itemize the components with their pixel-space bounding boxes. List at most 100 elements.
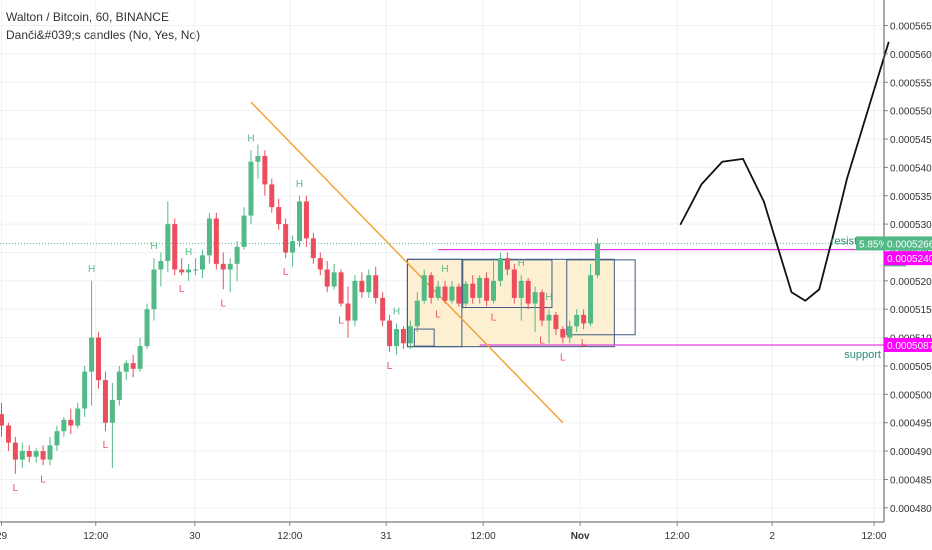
candle-body xyxy=(61,419,67,432)
current-price-tag-bg xyxy=(884,236,932,251)
pivot-low-label: L xyxy=(283,267,289,278)
time-axis-label: Nov xyxy=(571,531,590,542)
candle-body xyxy=(532,292,538,304)
candle-body xyxy=(560,329,566,338)
time-axis-label: 12:00 xyxy=(665,531,690,542)
candle-body xyxy=(435,286,441,298)
candle-body xyxy=(497,258,503,281)
candle-body xyxy=(345,303,351,321)
candle-body xyxy=(116,371,122,401)
candle-body xyxy=(581,314,587,324)
candle-body xyxy=(12,442,18,460)
pivot-low-label: L xyxy=(179,284,185,295)
candle-body xyxy=(96,337,102,381)
candle-body xyxy=(276,207,282,225)
resistance-price-tag-bg xyxy=(884,251,932,266)
candle-body xyxy=(574,314,580,327)
pivot-low-label: L xyxy=(491,313,497,324)
candle-body xyxy=(130,363,136,369)
pivot-high-label: H xyxy=(247,133,254,144)
candle-body xyxy=(172,224,178,270)
current-price-tag: 0.0005266 xyxy=(887,239,932,250)
candle-body xyxy=(158,261,164,270)
candle-body xyxy=(75,408,81,426)
candle-body xyxy=(428,275,434,298)
candle-body xyxy=(338,272,344,304)
candle-body xyxy=(400,329,406,344)
pivot-low-label: L xyxy=(539,335,545,346)
pivot-low-label: L xyxy=(387,361,393,372)
candle-body xyxy=(199,255,205,270)
candle-body xyxy=(470,283,476,298)
pivot-low-label: L xyxy=(338,315,344,326)
pivot-low-label: L xyxy=(40,474,46,485)
candle-body xyxy=(359,280,365,293)
pivot-high-label: H xyxy=(441,264,448,275)
pivot-high-label: H xyxy=(185,247,192,258)
candle-body xyxy=(518,280,524,298)
pivot-low-label: L xyxy=(13,483,19,494)
candle-body xyxy=(89,337,95,372)
range-box xyxy=(406,258,463,348)
candle-body xyxy=(213,218,219,264)
forecast-drawing xyxy=(679,41,890,302)
candle-body xyxy=(193,269,199,271)
candle-body xyxy=(414,300,420,327)
chart-legend: Walton / Bitcoin, 60, BINANCE Danči&#039… xyxy=(6,8,200,44)
candle-body xyxy=(504,258,510,270)
candle-body xyxy=(290,241,296,253)
pivot-high-label: H xyxy=(88,264,95,275)
range-box xyxy=(406,258,615,348)
candle-body xyxy=(0,414,4,426)
trendline xyxy=(250,101,564,424)
candle-body xyxy=(296,201,302,242)
candle-body xyxy=(449,286,455,301)
candle-body xyxy=(151,269,157,310)
candle-body xyxy=(26,451,32,457)
pivot-low-label: L xyxy=(560,352,566,363)
candle-body xyxy=(54,431,60,446)
time-axis-label: 12:00 xyxy=(83,531,108,542)
support-price-tag: 0.0005087 xyxy=(887,341,932,352)
time-axis-label: 12:00 xyxy=(277,531,302,542)
candle-body xyxy=(241,215,247,247)
candle-body xyxy=(310,238,316,259)
candle-body xyxy=(165,224,171,261)
candle-body xyxy=(109,400,115,423)
candle-body xyxy=(463,283,469,304)
candle-body xyxy=(484,278,490,301)
candle-body xyxy=(234,246,240,264)
candle-body xyxy=(144,309,150,347)
candle-body xyxy=(477,278,483,298)
candle-body xyxy=(352,280,358,321)
resistance-price-tag: 0.0005240 xyxy=(887,254,932,265)
pivot-high-label: H xyxy=(518,258,525,269)
candle-body xyxy=(546,314,552,321)
candle-body xyxy=(324,269,330,287)
pivot-high-label: H xyxy=(545,292,552,303)
time-axis-label: 31 xyxy=(381,531,393,542)
change-tag-bg xyxy=(856,236,884,251)
candle-body xyxy=(262,156,268,185)
candle-body xyxy=(248,161,254,216)
candle-body xyxy=(594,243,600,276)
price-axis-label: 0.0005650 xyxy=(890,22,932,33)
candle-body xyxy=(123,363,129,372)
change-tag: 5.85% xyxy=(859,239,887,250)
pivot-high-label: H xyxy=(393,306,400,317)
candle-body xyxy=(206,218,212,256)
candle-body xyxy=(407,326,413,344)
candle-body xyxy=(303,201,309,239)
